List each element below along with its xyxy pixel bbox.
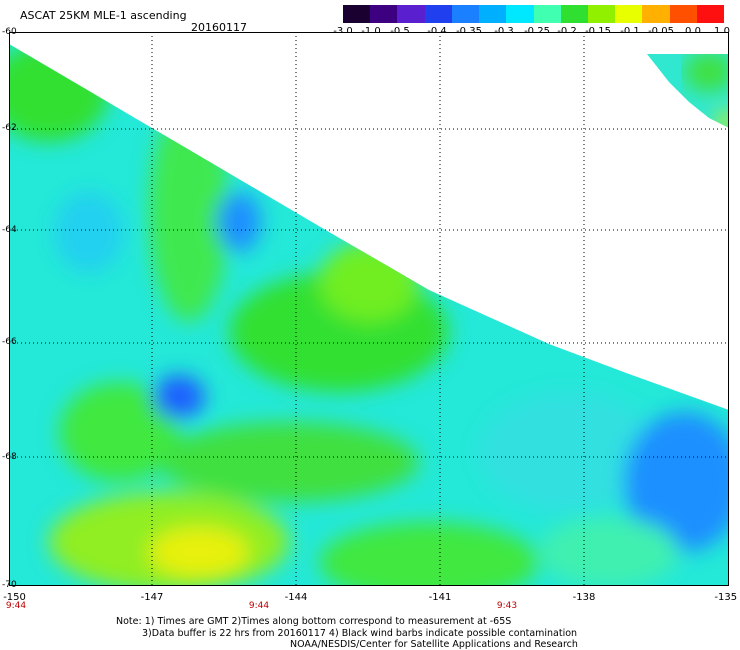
wind-map bbox=[9, 32, 729, 586]
colorbar-label: -0.15 bbox=[585, 26, 611, 37]
graticule bbox=[9, 32, 729, 586]
pass-time-label: 9:44 bbox=[248, 601, 270, 611]
colorbar-label: -0.2 bbox=[557, 26, 577, 37]
longitude-label: -150 bbox=[3, 592, 26, 603]
colorbar-label: -0.3 bbox=[494, 26, 514, 37]
colorbar-segment bbox=[479, 5, 507, 23]
longitude-label: -135 bbox=[714, 592, 738, 603]
latitude-label: -64 bbox=[2, 225, 17, 235]
colorbar-segment bbox=[506, 5, 534, 23]
colorbar-label: -0.5 bbox=[390, 26, 410, 37]
colorbar-label: -0.05 bbox=[648, 26, 674, 37]
longitude-label: -138 bbox=[572, 592, 596, 603]
longitude-label: -147 bbox=[140, 592, 164, 603]
note-line-1: Note: 1) Times are GMT 2)Times along bot… bbox=[116, 616, 512, 627]
colorbar-label: -0.4 bbox=[427, 26, 447, 37]
latitude-label: -66 bbox=[2, 337, 17, 347]
colorbar-segment bbox=[615, 5, 643, 23]
colorbar-segment bbox=[424, 5, 452, 23]
latitude-label: -68 bbox=[2, 452, 17, 462]
colorbar-segment bbox=[696, 5, 725, 23]
colorbar-label: 0.0 bbox=[685, 26, 701, 37]
colorbar-label: -3.0 bbox=[333, 26, 353, 37]
latitude-label: -70 bbox=[2, 580, 17, 590]
colorbar-label: -0.1 bbox=[620, 26, 640, 37]
colorbar-segment bbox=[370, 5, 398, 23]
colorbar-segment bbox=[533, 5, 561, 23]
colorbar-segment bbox=[587, 5, 616, 23]
map-title: ASCAT 25KM MLE-1 ascending bbox=[20, 9, 187, 22]
colorbar-segment bbox=[451, 5, 480, 23]
colorbar-label: 1.0 bbox=[714, 26, 730, 37]
colorbar-label: -1.0 bbox=[361, 26, 381, 37]
colorbar-label: -0.25 bbox=[524, 26, 550, 37]
colorbar bbox=[343, 5, 725, 23]
colorbar-segment bbox=[343, 5, 371, 23]
latitude-label: -60 bbox=[2, 27, 17, 37]
map-date: 20160117 bbox=[191, 21, 247, 34]
pass-time-label: 9:43 bbox=[496, 601, 518, 611]
colorbar-segment bbox=[669, 5, 697, 23]
note-line-3: NOAA/NESDIS/Center for Satellite Applica… bbox=[290, 639, 578, 650]
note-line-2: 3)Data buffer is 22 hrs from 20160117 4)… bbox=[142, 628, 578, 639]
longitude-label: -144 bbox=[284, 592, 308, 603]
colorbar-segment bbox=[642, 5, 670, 23]
colorbar-segment bbox=[560, 5, 588, 23]
longitude-label: -141 bbox=[428, 592, 452, 603]
pass-time-label: 9:44 bbox=[5, 601, 27, 611]
colorbar-label: -0.35 bbox=[456, 26, 482, 37]
latitude-label: -62 bbox=[2, 123, 17, 133]
colorbar-segment bbox=[397, 5, 425, 23]
